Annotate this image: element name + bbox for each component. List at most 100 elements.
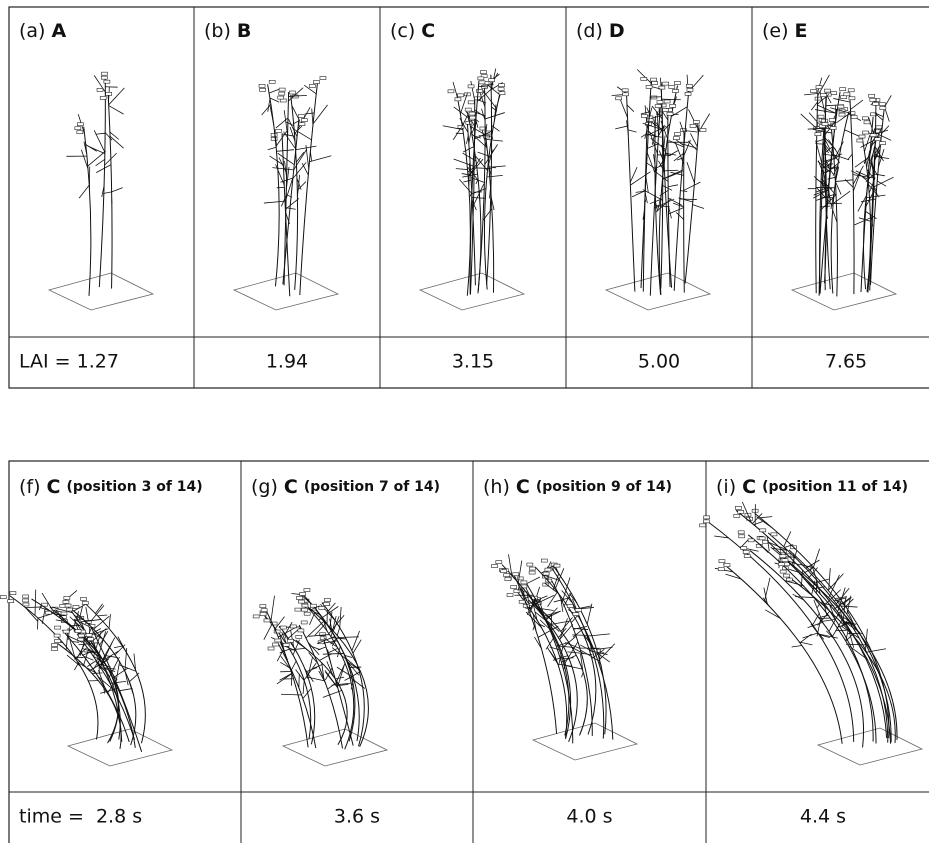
leaf [335, 676, 345, 680]
leaf [462, 173, 478, 178]
leaf [656, 111, 659, 136]
leaf [654, 171, 669, 182]
spikelet [516, 576, 524, 581]
leaf [54, 613, 65, 616]
leaf [659, 189, 669, 197]
leaf [469, 192, 473, 197]
spikelet [313, 80, 320, 84]
leaf [558, 642, 569, 646]
spikelet [54, 625, 61, 630]
spikelet [100, 75, 108, 80]
leaf [559, 623, 574, 640]
spikelet [297, 114, 305, 118]
spikelet [72, 605, 80, 609]
leaf [825, 161, 841, 174]
leaf [301, 162, 309, 176]
leaf [580, 649, 599, 661]
leaf [78, 606, 83, 622]
spikelet [498, 83, 505, 88]
stem [263, 614, 312, 740]
leaf [810, 101, 818, 111]
panel-heading: (e) E [762, 20, 808, 42]
leaf [344, 657, 361, 671]
leaf [293, 148, 308, 171]
spikelet [829, 126, 837, 130]
leaf [828, 568, 831, 591]
leaf [270, 595, 275, 621]
leaf [784, 580, 805, 587]
leaf [322, 690, 342, 698]
leaf [24, 607, 39, 622]
spikelet [529, 566, 536, 571]
spikelet [498, 91, 506, 96]
leaf [563, 661, 566, 670]
leaf [309, 155, 332, 163]
leaf [101, 185, 105, 198]
ground [790, 272, 898, 311]
leaf [817, 160, 827, 181]
leaf [824, 146, 829, 154]
stem [861, 134, 872, 292]
time-value: 4.0 s [566, 806, 612, 828]
spikelet [447, 89, 455, 94]
leaf [88, 145, 106, 154]
spikelet [480, 74, 488, 78]
leaf [312, 104, 328, 125]
leaf [466, 135, 469, 144]
leaf [327, 681, 338, 690]
leaf [844, 129, 862, 138]
spikelet [282, 643, 290, 647]
leaf [288, 87, 304, 102]
leaf [471, 187, 487, 195]
leaf [849, 645, 868, 660]
leaf [672, 202, 684, 208]
leaf [675, 139, 685, 147]
spikelet [879, 141, 886, 145]
stem [264, 608, 309, 748]
spikelet [553, 563, 561, 568]
spikelet [278, 87, 286, 92]
leaf [545, 611, 560, 620]
spikelet [520, 580, 528, 585]
spikelet [717, 567, 725, 571]
leaf [855, 170, 868, 177]
spikelet [51, 647, 58, 651]
leaf [345, 660, 359, 670]
spikelet [718, 559, 726, 563]
spikelet [615, 96, 622, 101]
leaf [263, 623, 273, 640]
leaf [76, 661, 96, 674]
spikelet [874, 129, 881, 134]
spikelet [504, 577, 512, 582]
spikelet [723, 563, 731, 567]
spikelet [646, 118, 654, 122]
leaf [468, 124, 473, 144]
leaf [528, 606, 541, 626]
leaf [816, 138, 826, 142]
spikelet [454, 97, 462, 102]
ground [604, 272, 712, 311]
spikelet [668, 85, 676, 89]
spikelet [830, 91, 837, 95]
leaf [453, 158, 474, 167]
leaf [74, 660, 80, 671]
leaf [869, 141, 874, 157]
panel-tag: (f) [19, 476, 41, 498]
leaf [680, 190, 688, 192]
leaf [628, 129, 637, 133]
leaf [269, 155, 284, 166]
spikelet [77, 122, 84, 127]
leaf [476, 167, 493, 169]
leaf [647, 142, 660, 149]
leaf [817, 77, 823, 92]
leaf [534, 611, 547, 622]
leaf [662, 135, 666, 158]
spikelet [275, 129, 282, 133]
leaf [665, 152, 677, 156]
leaf [765, 609, 781, 619]
leaf [539, 619, 550, 630]
plant-drawing [47, 71, 155, 311]
stem [818, 119, 826, 296]
leaf [811, 594, 821, 606]
leaf [91, 628, 107, 643]
